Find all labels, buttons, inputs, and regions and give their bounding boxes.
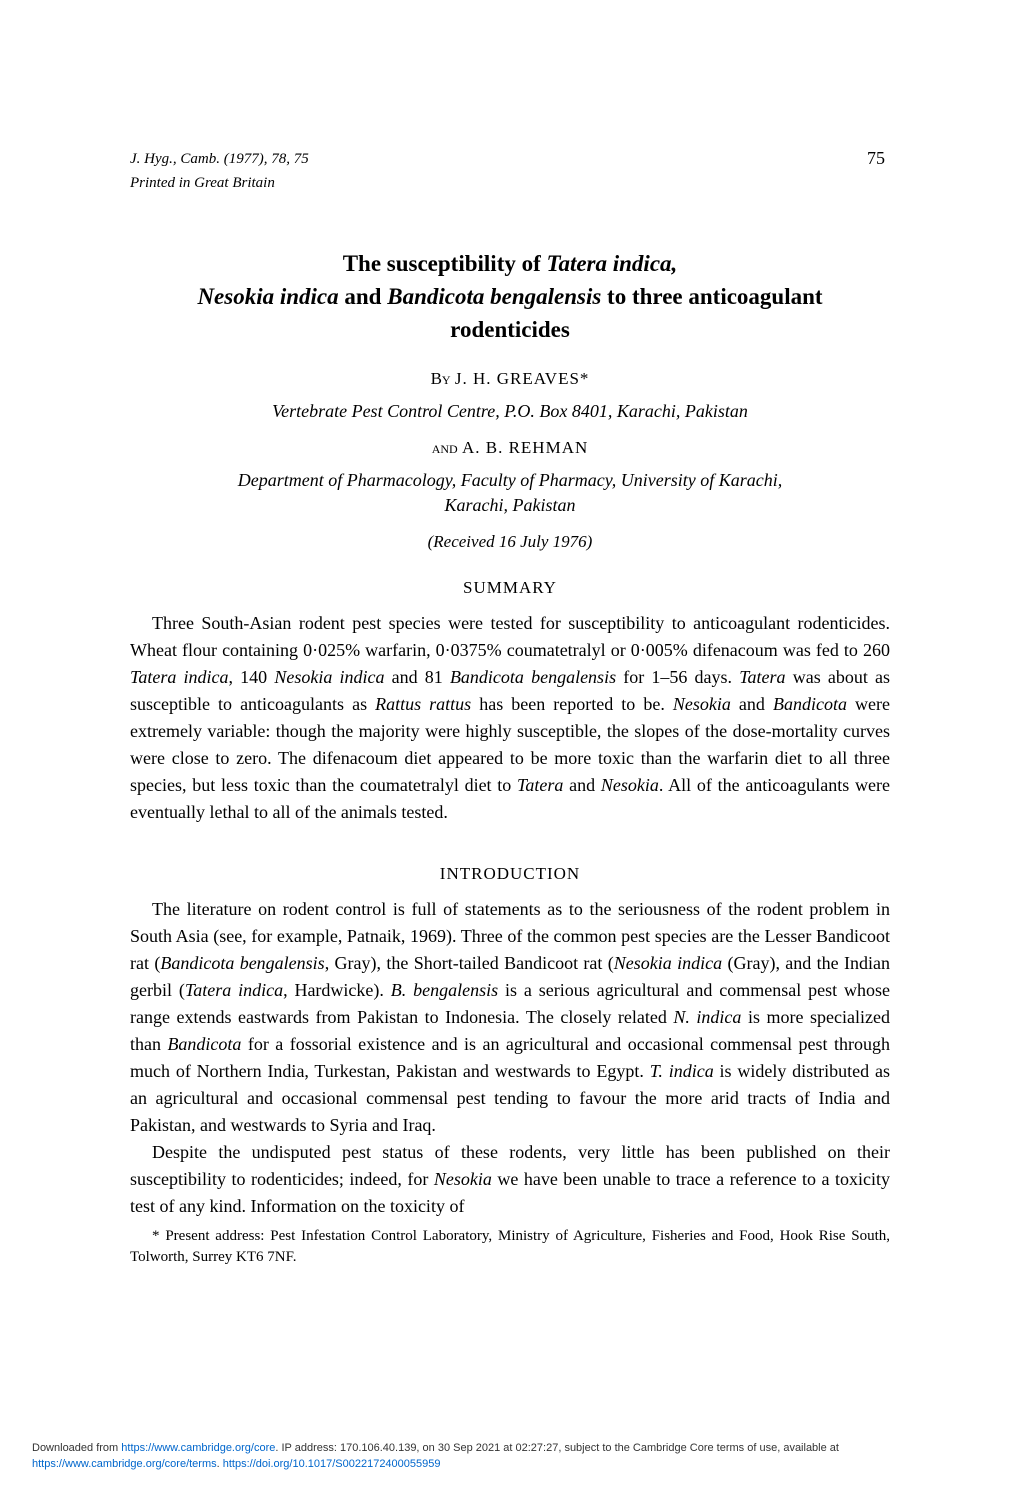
author-1: J. H. GREAVES* [455, 369, 590, 388]
received-date: (Received 16 July 1976) [130, 532, 890, 552]
page-number: 75 [867, 148, 885, 169]
summary-heading: SUMMARY [130, 578, 890, 598]
footnote: * Present address: Pest Infestation Cont… [130, 1226, 890, 1268]
download-footer: Downloaded from https://www.cambridge.or… [32, 1441, 988, 1473]
by-label: By [431, 369, 451, 388]
intro-paragraph-2: Despite the undisputed pest status of th… [130, 1139, 890, 1220]
intro-paragraph-1: The literature on rodent control is full… [130, 896, 890, 1139]
author-2: A. B. REHMAN [462, 438, 588, 457]
byline-2: and A. B. REHMAN [130, 438, 890, 458]
affiliation-1: Vertebrate Pest Control Centre, P.O. Box… [130, 399, 890, 424]
printed-in: Printed in Great Britain [130, 175, 890, 192]
byline-1: By J. H. GREAVES* [130, 369, 890, 389]
footer-prefix: Downloaded from [32, 1442, 121, 1454]
footer-link-doi[interactable]: https://doi.org/10.1017/S002217240005595… [223, 1458, 441, 1470]
footer-link-terms[interactable]: https://www.cambridge.org/core/terms [32, 1458, 217, 1470]
summary-paragraph: Three South-Asian rodent pest species we… [130, 610, 890, 826]
footer-middle: . IP address: 170.106.40.139, on 30 Sep … [275, 1442, 839, 1454]
footer-link-core[interactable]: https://www.cambridge.org/core [121, 1442, 275, 1454]
introduction-heading: INTRODUCTION [130, 864, 890, 884]
article-title: The susceptibility of Tatera indica,Neso… [130, 247, 890, 347]
and-label: and [432, 438, 458, 457]
affiliation-2: Department of Pharmacology, Faculty of P… [130, 468, 890, 518]
journal-citation: J. Hyg., Camb. (1977), 78, 75 [130, 148, 890, 171]
